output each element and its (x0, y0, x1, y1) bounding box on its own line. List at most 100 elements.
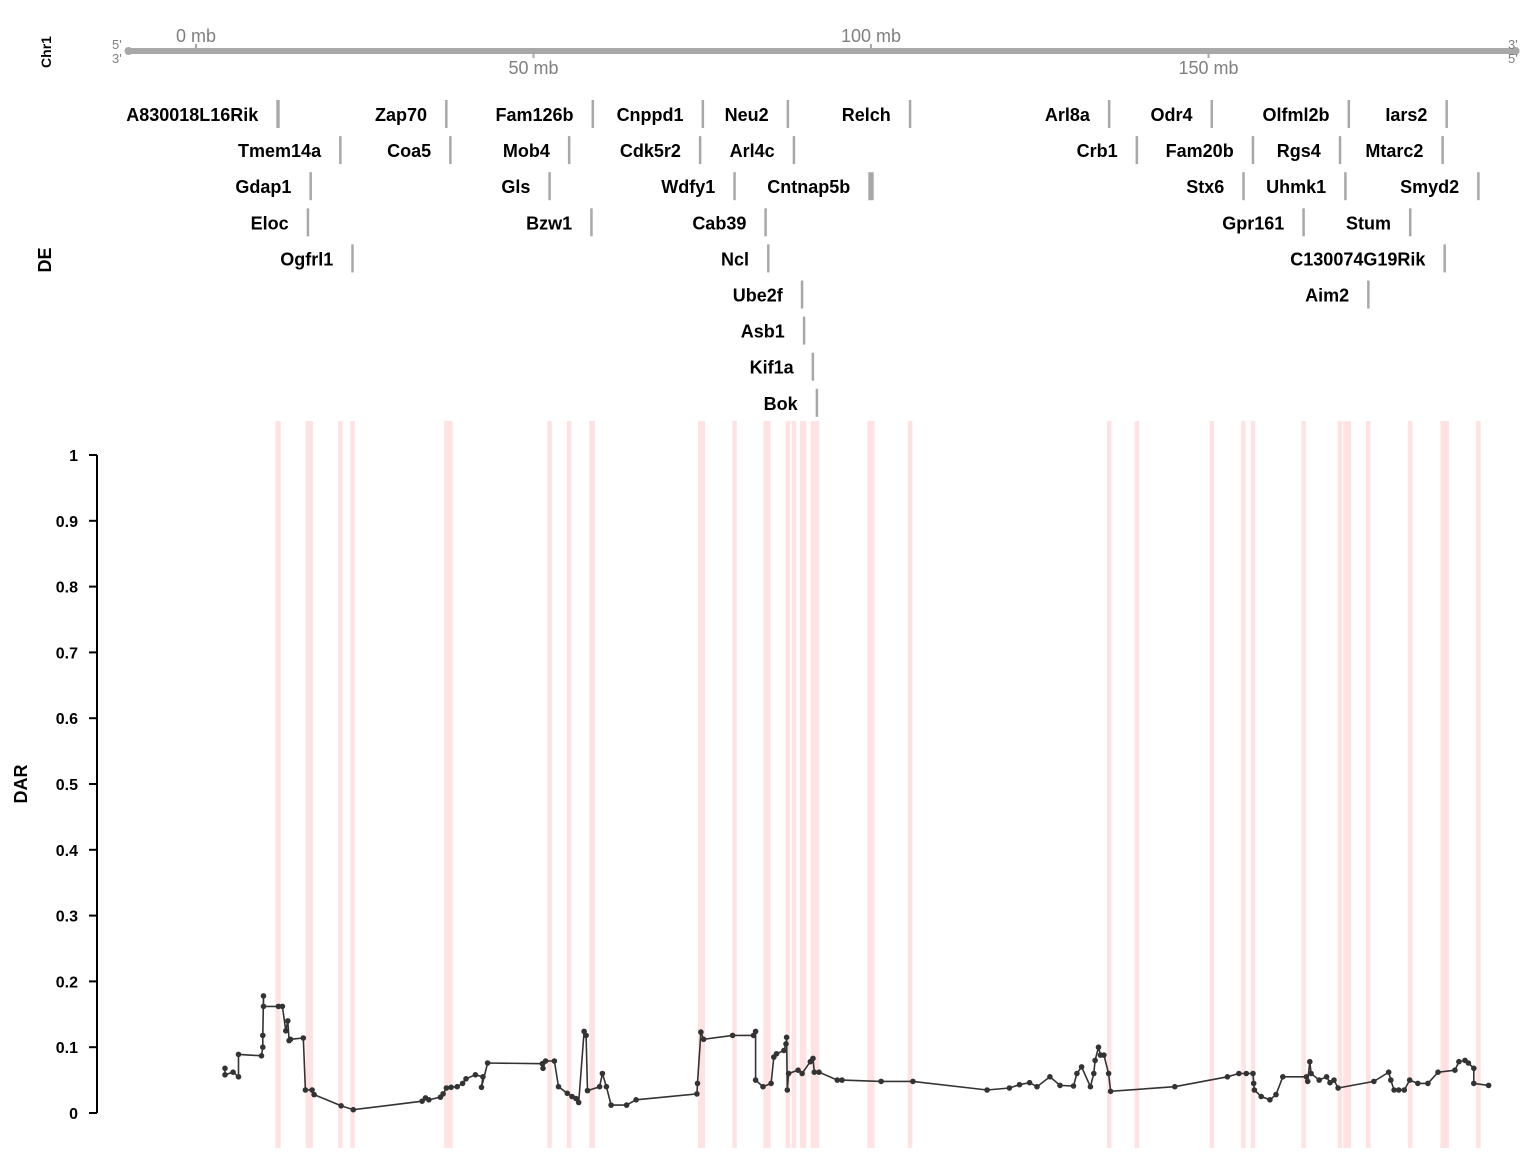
dar-point-122 (1391, 1087, 1397, 1093)
highlight-band-Cab39 (763, 421, 768, 1148)
dar-point-58 (729, 1032, 736, 1039)
dar-point-1 (222, 1072, 228, 1078)
gene-label-Odr4: Odr4 (1151, 105, 1193, 125)
dar-point-116 (1327, 1079, 1333, 1086)
dar-point-81 (984, 1087, 990, 1093)
dar-point-51 (608, 1102, 614, 1108)
dar-series-line (224, 995, 1489, 1111)
gene-label-Olfml2b: Olfml2b (1263, 105, 1330, 125)
dar-point-13 (285, 1018, 291, 1024)
gene-label-C130074G19Rik: C130074G19Rik (1290, 249, 1426, 269)
gene-label-Gdap1: Gdap1 (235, 177, 291, 197)
dar-line-plot: DAR 0 0.1 0.2 0.3 0.4 0.5 0.6 0.7 0.8 0.9 1 (11, 448, 1492, 1123)
dar-point-74 (810, 1055, 816, 1062)
dar-point-46 (583, 1032, 589, 1039)
dar-point-17 (302, 1087, 309, 1093)
dar-point-24 (426, 1097, 432, 1103)
dar-point-56 (698, 1029, 704, 1035)
strand-label-right-top: 3' (1508, 37, 1518, 52)
dar-point-5 (258, 1053, 265, 1059)
dar-point-27 (443, 1085, 450, 1091)
gene-label-Ogfrl1: Ogfrl1 (280, 249, 333, 269)
gene-bar-Cdk5r2 (698, 136, 702, 165)
dar-point-125 (1406, 1077, 1413, 1083)
gene-bar-Zap70 (445, 100, 448, 128)
gene-label-Uhmk1: Uhmk1 (1266, 177, 1326, 197)
dar-point-52 (623, 1102, 630, 1108)
gene-label-Neu2: Neu2 (725, 105, 769, 125)
dar-point-20 (338, 1103, 344, 1109)
dar-point-69 (784, 1087, 791, 1093)
highlight-band-Odr4 (1209, 421, 1215, 1148)
highlight-band-Gdap1 (308, 421, 313, 1148)
highlight-band-Cntnap5b (867, 421, 875, 1148)
scale-tick-label-1: 50 mb (508, 58, 558, 78)
dar-point-106 (1258, 1093, 1264, 1100)
gene-label-Stum: Stum (1346, 213, 1391, 233)
gene-bar-Gpr161 (1302, 208, 1305, 237)
gene-bar-C130074G19Rik (1443, 244, 1446, 273)
dar-point-128 (1435, 1069, 1441, 1075)
dar-point-87 (1057, 1082, 1063, 1089)
gene-bar-Gls (548, 172, 551, 201)
gene-label-Bok: Bok (764, 394, 799, 414)
dar-point-47 (584, 1087, 591, 1094)
gene-bar-Mtarc2 (1441, 136, 1444, 165)
dar-point-77 (834, 1077, 841, 1083)
dar-point-67 (783, 1041, 789, 1047)
dar-point-54 (694, 1091, 700, 1097)
gene-label-Iars2: Iars2 (1385, 105, 1427, 125)
dar-point-134 (1471, 1080, 1477, 1087)
dar-point-43 (573, 1095, 579, 1102)
dar-point-103 (1250, 1070, 1256, 1077)
dar-point-48 (596, 1083, 603, 1090)
dar-point-130 (1456, 1058, 1462, 1065)
dar-point-53 (633, 1097, 639, 1103)
dar-point-123 (1396, 1087, 1402, 1093)
gene-bar-Asb1 (802, 316, 806, 345)
dar-point-29 (454, 1083, 461, 1090)
gene-bar-Coa5 (449, 136, 452, 165)
dar-point-8 (260, 993, 267, 999)
gene-label-Relch: Relch (842, 105, 891, 125)
dar-point-79 (878, 1078, 884, 1085)
dar-point-60 (752, 1028, 759, 1035)
dar-point-104 (1250, 1080, 1257, 1087)
dar-point-35 (484, 1060, 491, 1066)
dar-point-2 (230, 1069, 236, 1075)
highlight-band-Wdfy1 (732, 421, 737, 1148)
dar-point-120 (1385, 1069, 1392, 1075)
highlight-band-Asb1 (801, 421, 807, 1148)
dar-point-84 (1026, 1079, 1033, 1086)
gene-bar-Odr4 (1210, 100, 1214, 128)
highlight-band-Rgs4 (1337, 421, 1343, 1148)
highlight-band-Uhmk1 (1343, 421, 1348, 1148)
y-tick-label-0: 0 (69, 1106, 78, 1123)
dar-point-91 (1087, 1083, 1094, 1090)
gene-bar-Wdfy1 (733, 172, 736, 201)
dar-point-70 (785, 1070, 792, 1077)
dar-point-96 (1101, 1052, 1107, 1058)
y-tick-label-2: 0.2 (56, 974, 78, 991)
highlight-band-Cdk5r2 (697, 421, 703, 1148)
dar-point-66 (781, 1047, 787, 1054)
dar-point-93 (1092, 1057, 1098, 1064)
highlight-band-Arl8a (1106, 421, 1112, 1148)
chromosome-scale-track: Chr1 5' 3' 3' 5' 0 mb 50 mb 100 mb 150 mb (38, 26, 1520, 78)
gene-bar-Bzw1 (590, 208, 593, 237)
dar-point-30 (459, 1080, 466, 1087)
gene-bar-Cntnap5b (868, 172, 874, 201)
highlight-band-Bok (814, 421, 820, 1148)
dar-point-4 (235, 1051, 242, 1058)
highlight-band-Olfml2b (1346, 421, 1352, 1148)
dar-point-97 (1105, 1070, 1112, 1077)
gene-label-A830018L16Rik: A830018L16Rik (126, 105, 259, 125)
scale-tick-label-2: 100 mb (841, 26, 901, 46)
gene-label-Cdk5r2: Cdk5r2 (620, 141, 681, 161)
dar-point-7 (260, 1032, 266, 1039)
dar-point-101 (1236, 1070, 1242, 1077)
dar-point-0 (222, 1065, 228, 1072)
scale-tick-label-0: 0 mb (176, 26, 216, 46)
dar-point-34 (478, 1084, 485, 1091)
dar-point-11 (279, 1003, 286, 1010)
